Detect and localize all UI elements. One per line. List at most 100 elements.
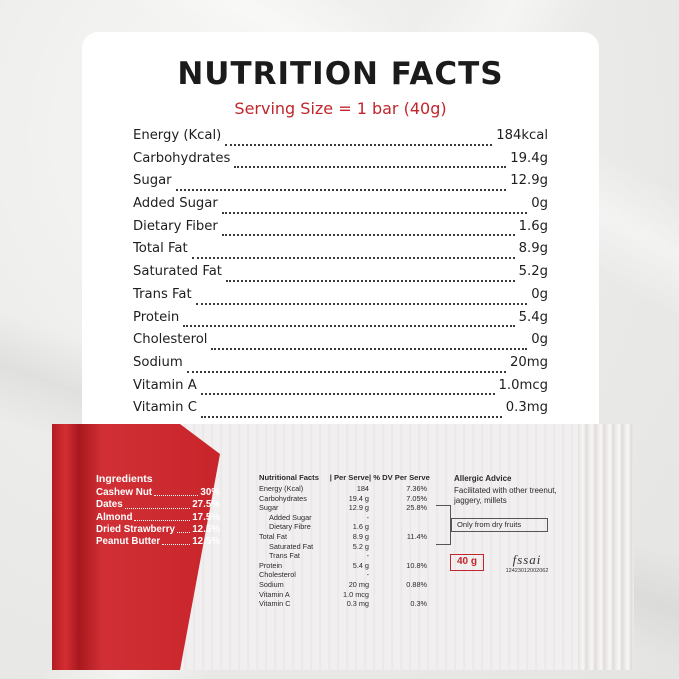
nutrient-label: Energy (Kcal) [133, 128, 222, 143]
nutrition-row: Trans Fat 0g [133, 287, 548, 310]
ingredients-heading: Ingredients [96, 473, 153, 485]
allergic-heading: Allergic Advice [454, 474, 512, 483]
pack-dv: 7.36% [406, 484, 427, 493]
dot-leader [186, 370, 506, 373]
pack-table-row: Sugar 12.9 g 25.8% [259, 503, 439, 513]
ingredients-list: Cashew Nut 30% Dates 27.5% Almond 17.5% Dried … [96, 487, 220, 548]
pack-dv [369, 570, 427, 580]
ingredient-item: Dried Strawberry 12.5% [96, 524, 220, 536]
pack-table-row: Sodium 20 mg 0.88% [259, 580, 439, 590]
pack-nutrient-label: Trans Fat [269, 551, 300, 561]
ingredient-item: Cashew Nut 30% [96, 487, 220, 499]
nutrient-value: 5.2g [518, 264, 548, 280]
pack-table-row: Cholesterol - [259, 570, 439, 580]
pack-dv: 10.8% [406, 560, 427, 570]
pack-nutrient-label: Sodium [259, 579, 284, 589]
ingredient-name: Dried Strawberry [96, 523, 175, 535]
net-weight-badge: 40 g [450, 554, 484, 571]
pack-dv: 0.3% [410, 599, 427, 609]
dot-leader [225, 143, 493, 146]
pack-dv: 7.05% [406, 493, 427, 503]
pack-dv [369, 513, 427, 523]
nutrition-row: Vitamin A 1.0mcg [133, 378, 548, 401]
pack-dv: 0.88% [406, 579, 427, 589]
pack-table-row: Protein 5.4 g 10.8% [259, 561, 439, 571]
ingredient-percent: 12.5% [192, 536, 220, 548]
nutrition-facts-card: NUTRITION FACTS Serving Size = 1 bar (40… [82, 32, 599, 452]
pack-table-row: Total Fat 8.9 g 11.4% [259, 532, 439, 542]
nutrition-row: Saturated Fat 5.2g [133, 264, 548, 287]
pack-dv: 11.4% [406, 531, 427, 541]
ingredient-item: Peanut Butter 12.5% [96, 536, 220, 548]
ingredient-name: Almond [96, 511, 133, 523]
product-wrapper: Ingredients Cashew Nut 30% Dates 27.5% Almon… [52, 424, 634, 670]
nutrient-label: Vitamin A [133, 377, 197, 393]
pack-nutrient-label: Energy (Kcal) [259, 484, 304, 493]
ingredient-percent: 12.5% [192, 523, 220, 535]
pack-table-rows: Energy (Kcal) 184 7.36% Carbohydrates 19.4 g… [259, 484, 439, 609]
nutrition-row: Vitamin C 0.3mg [133, 400, 548, 423]
dot-leader [191, 257, 515, 260]
pack-table-row: Carbohydrates 19.4 g 7.05% [259, 494, 439, 504]
nutrient-value: 0.3mg [505, 400, 548, 416]
nutrient-value: 184kcal [496, 128, 548, 143]
ingredient-name: Cashew Nut [96, 487, 153, 498]
pack-nutrition-table: Nutritional Facts | Per Serve | % DV Per… [259, 473, 439, 609]
allergic-text: Facilitated with other treenut, jaggery,… [454, 486, 557, 505]
pack-per-serve: 184 [356, 484, 369, 493]
nutrition-rows: Energy (Kcal) 184kcal Carbohydrates 19.4g Su… [133, 128, 548, 423]
pack-per-serve: - [366, 512, 369, 522]
ingredient-percent: 17.5% [192, 511, 220, 523]
nutrient-label: Total Fat [133, 241, 188, 257]
dot-leader [183, 325, 515, 328]
dot-leader [200, 393, 495, 396]
nutrient-label: Cholesterol [133, 332, 208, 348]
nutrient-value: 20mg [510, 354, 548, 370]
sugar-bracket [436, 505, 451, 545]
nutrient-label: Protein [133, 309, 180, 325]
pack-nutrient-label: Vitamin C [259, 599, 291, 609]
nutrient-value: 5.4g [518, 309, 548, 325]
dot-leader [234, 166, 507, 169]
pack-dv [369, 522, 427, 532]
pack-table-row: Vitamin A 1.0 mcg [259, 590, 439, 600]
dot-leader [134, 512, 191, 521]
pack-col-header: | Per Serve [329, 473, 369, 482]
ingredient-percent: 30% [200, 487, 220, 498]
dot-leader [221, 211, 528, 214]
pack-per-serve: 19.4 g [348, 493, 369, 503]
nutrient-label: Added Sugar [133, 196, 218, 212]
ingredient-percent: 27.5% [192, 499, 220, 511]
ingredients-block: Ingredients Cashew Nut 30% Dates 27.5% Almon… [96, 473, 220, 548]
dot-leader [175, 189, 507, 192]
pack-table-row: Added Sugar - [259, 513, 439, 523]
pack-nutrient-label: Total Fat [259, 531, 287, 541]
fssai-license-number: 12423012002062 [505, 568, 549, 574]
pack-nutrient-label: Saturated Fat [269, 541, 314, 551]
pack-dv [369, 590, 427, 600]
pack-dv: 25.8% [406, 503, 427, 513]
pack-nutrient-label: Carbohydrates [259, 493, 307, 503]
nutrition-row: Total Fat 8.9g [133, 241, 548, 264]
nutrition-row: Sodium 20mg [133, 355, 548, 378]
pack-dv [369, 542, 427, 552]
dot-leader [162, 536, 191, 546]
dot-leader [124, 499, 191, 509]
nutrition-row: Cholesterol 0g [133, 332, 548, 355]
pack-dv [369, 551, 427, 561]
pack-table-row: Saturated Fat 5.2 g [259, 542, 439, 552]
dot-leader [225, 279, 515, 282]
pack-table-row: Dietary Fibre 1.6 g [259, 522, 439, 532]
pack-table-row: Energy (Kcal) 184 7.36% [259, 484, 439, 494]
nutrition-row: Sugar 12.9g [133, 173, 548, 196]
pack-table-row: Vitamin C 0.3 mg 0.3% [259, 599, 439, 609]
dot-leader [154, 487, 199, 497]
pack-table-header: Nutritional Facts | Per Serve | % DV Per… [259, 473, 439, 484]
dot-leader [211, 347, 528, 350]
nutrition-row: Protein 5.4g [133, 310, 548, 333]
nutrient-label: Trans Fat [133, 286, 192, 302]
fssai-logo: fssai [512, 552, 542, 567]
ingredient-item: Almond 17.5% [96, 512, 220, 524]
pack-per-serve: - [366, 570, 369, 580]
pack-per-serve: 20 mg [348, 579, 369, 589]
